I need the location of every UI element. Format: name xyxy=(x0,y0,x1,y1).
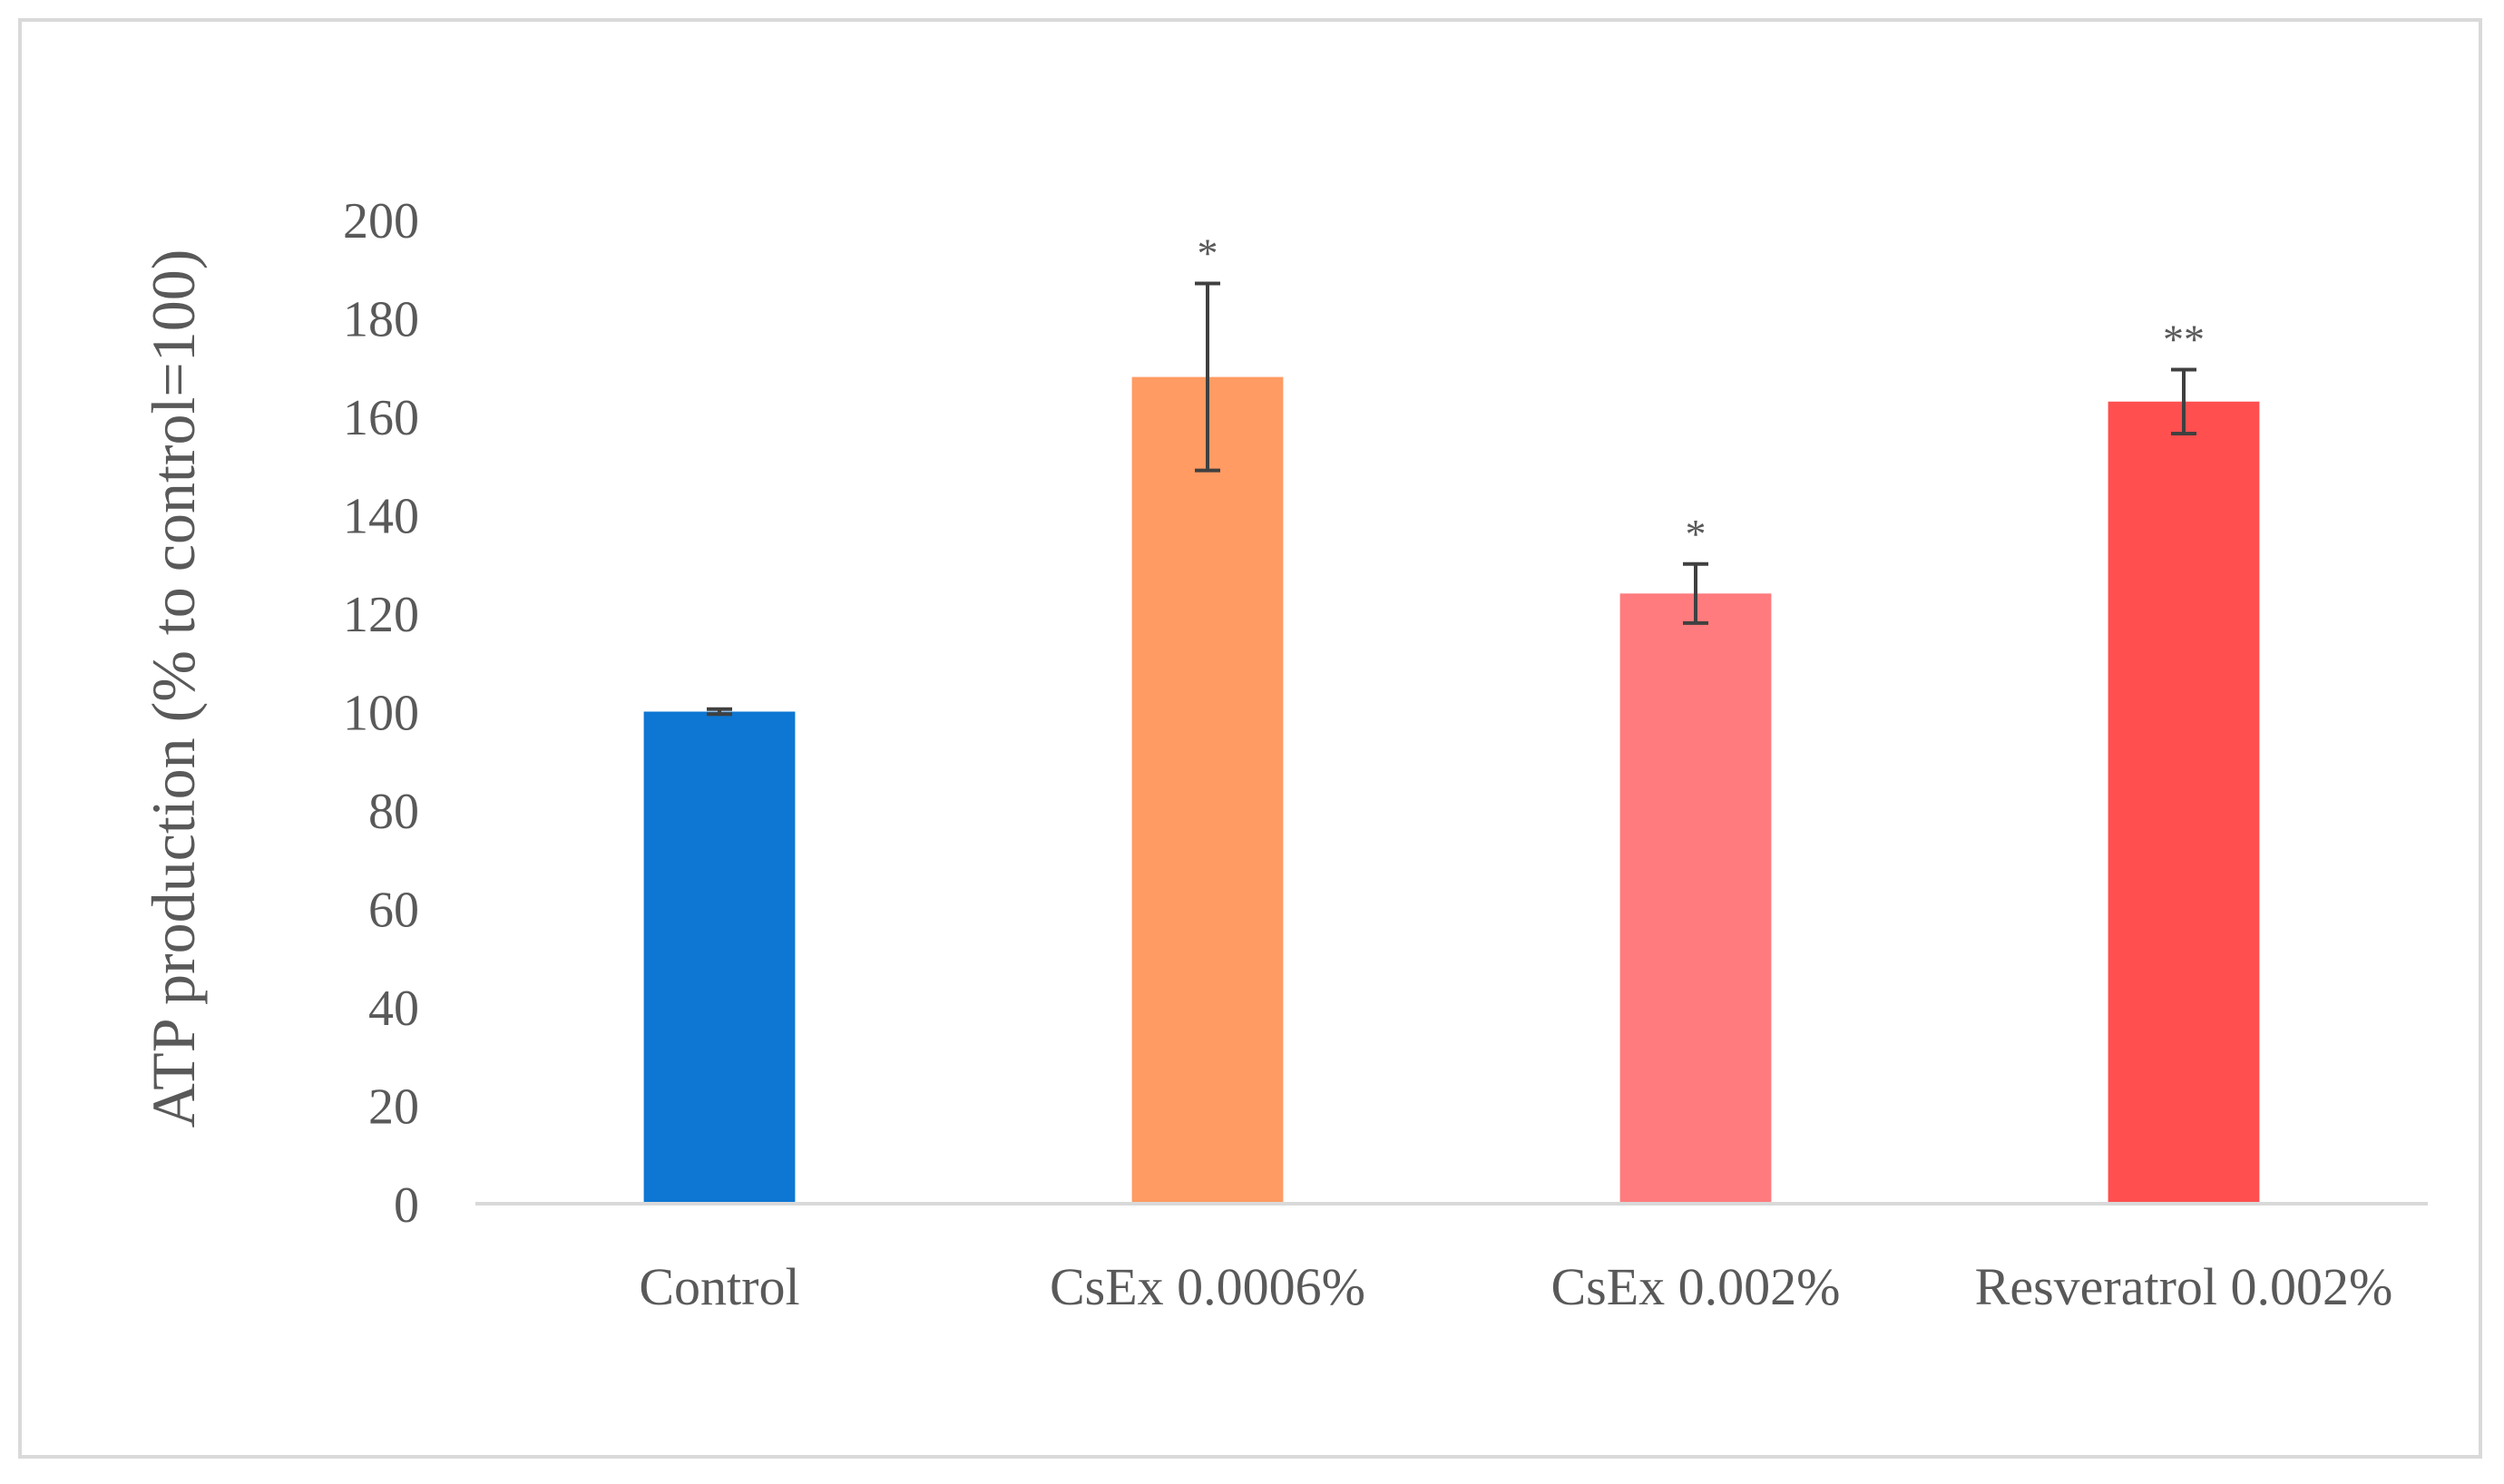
error-bar-0 xyxy=(707,707,732,717)
category-label-0: Control xyxy=(639,1257,799,1316)
y-tick-label-7: 140 xyxy=(343,489,419,545)
significance-label-2: * xyxy=(1686,511,1707,557)
bar-chart: ATP production (% to control=100) 0 20 40 6… xyxy=(139,193,2428,1316)
error-bars xyxy=(707,281,2196,717)
y-tick-labels: 0 20 40 60 80 100 120 140 160 180 200 xyxy=(343,193,419,1234)
y-tick-label-10: 200 xyxy=(343,193,419,249)
bar-0 xyxy=(643,711,796,1204)
significance-labels: **** xyxy=(1198,230,2206,557)
bar-3 xyxy=(2108,401,2260,1205)
error-bar-3 xyxy=(2171,367,2196,435)
significance-label-3: ** xyxy=(2163,316,2205,362)
bar-1 xyxy=(1131,376,1284,1205)
y-tick-label-2: 40 xyxy=(368,981,419,1037)
y-tick-label-4: 80 xyxy=(368,784,419,840)
category-label-1: CsEx 0.0006% xyxy=(1050,1257,1365,1316)
y-tick-label-8: 160 xyxy=(343,390,419,446)
category-label-2: CsEx 0.002% xyxy=(1551,1257,1841,1316)
y-tick-label-3: 60 xyxy=(368,883,419,939)
y-tick-label-6: 120 xyxy=(343,587,419,643)
y-axis-title: ATP production (% to control=100) xyxy=(139,249,208,1128)
category-labels: Control CsEx 0.0006% CsEx 0.002% Resveratro… xyxy=(639,1257,2392,1316)
category-label-3: Resveratrol 0.002% xyxy=(1975,1257,2393,1316)
bars xyxy=(643,376,2260,1205)
chart-frame: ATP production (% to control=100) 0 20 40 6… xyxy=(18,18,2482,1459)
error-bar-2 xyxy=(1683,561,1708,625)
significance-label-1: * xyxy=(1198,230,1218,277)
error-bar-1 xyxy=(1195,281,1220,473)
bar-2 xyxy=(1619,593,1772,1204)
y-tick-label-0: 0 xyxy=(394,1177,419,1234)
y-tick-label-5: 100 xyxy=(343,686,419,742)
y-tick-label-9: 180 xyxy=(343,292,419,348)
y-tick-label-1: 20 xyxy=(368,1079,419,1136)
